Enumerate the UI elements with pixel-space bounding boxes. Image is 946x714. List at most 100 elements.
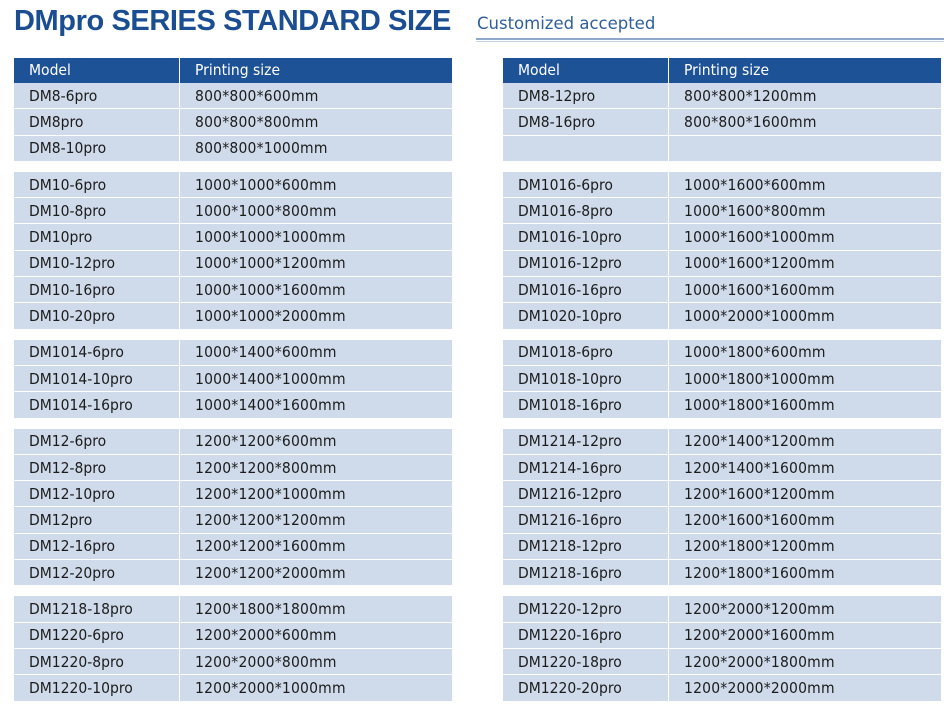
column-header-model: Model: [14, 58, 180, 83]
page-title: DMpro SERIES STANDARD SIZE: [14, 5, 451, 37]
printing-size-cell: 800*800*1600mm: [684, 112, 817, 131]
model-cell: DM1220-6pro: [14, 622, 180, 648]
model-cell: DM1016-16pro: [503, 277, 669, 303]
table-row: DM1220-8pro 1200*2000*800mm: [14, 648, 452, 676]
model-cell: DM8-12pro: [503, 83, 669, 109]
group-spacer: [503, 418, 941, 429]
table-row: DM1016-8pro 1000*1600*800mm: [503, 198, 941, 225]
column-header-size: Printing size: [195, 61, 281, 79]
table-row: DM8-16pro 800*800*1600mm: [503, 109, 941, 136]
group-spacer: [14, 329, 452, 340]
printing-size-cell: 1000*1400*600mm: [195, 343, 337, 362]
table-row: DM1014-16pro 1000*1400*1600mm: [14, 392, 452, 419]
table-header: Model Printing size: [503, 58, 941, 83]
printing-size-cell: 1200*1400*1600mm: [684, 458, 835, 477]
printing-size-cell: 1200*1800*1800mm: [195, 599, 346, 618]
page-subtitle: Customized accepted: [477, 14, 656, 33]
table-row: DM10pro 1000*1000*1000mm: [14, 224, 452, 251]
table-row: DM12-20pro 1200*1200*2000mm: [14, 560, 452, 587]
printing-size-cell: 1200*2000*2000mm: [684, 678, 835, 697]
model-group: DM8-6pro 800*800*600mm DM8pro 800*800*800mm…: [14, 83, 452, 162]
model-cell: DM1218-12pro: [503, 533, 669, 560]
printing-size-cell: 800*800*800mm: [195, 112, 319, 131]
printing-size-cell: [669, 136, 941, 161]
model-group: DM8-12pro 800*800*1200mm DM8-16pro 800*800*…: [503, 83, 941, 162]
printing-size-cell: 1000*1800*1600mm: [684, 395, 835, 414]
model-cell: DM10-8pro: [14, 198, 180, 224]
model-cell: DM8-6pro: [14, 83, 180, 109]
model-cell: DM1214-12pro: [503, 428, 669, 454]
page-header: DMpro SERIES STANDARD SIZE Customized ac…: [14, 4, 944, 44]
printing-size-cell: 1200*1600*1200mm: [684, 484, 835, 503]
table-row: DM12-10pro 1200*1200*1000mm: [14, 481, 452, 508]
table-row: DM12-6pro 1200*1200*600mm: [14, 428, 452, 455]
model-cell: DM1020-10pro: [503, 303, 669, 329]
printing-size-cell: 1000*1000*1600mm: [195, 280, 346, 299]
table-row: DM1016-10pro 1000*1600*1000mm: [503, 224, 941, 251]
table-row: DM1016-12pro 1000*1600*1200mm: [503, 250, 941, 278]
model-cell: DM1220-10pro: [14, 675, 180, 701]
model-cell: DM12-6pro: [14, 428, 180, 454]
model-cell: DM10pro: [14, 224, 180, 250]
model-cell: DM1218-18pro: [14, 596, 180, 622]
model-cell: DM12-20pro: [14, 560, 180, 586]
model-cell: DM1220-12pro: [503, 596, 669, 622]
model-cell: DM1018-10pro: [503, 365, 669, 392]
model-cell: DM8pro: [14, 109, 180, 135]
printing-size-cell: 1000*1600*1200mm: [684, 254, 835, 273]
model-group: DM10-6pro 1000*1000*600mm DM10-8pro 1000*10…: [14, 171, 452, 330]
table-row: DM8-12pro 800*800*1200mm: [503, 83, 941, 110]
model-group: DM1016-6pro 1000*1600*600mm DM1016-8pro 100…: [503, 171, 941, 330]
printing-size-cell: 1200*2000*600mm: [195, 626, 337, 645]
table-row: DM1018-6pro 1000*1800*600mm: [503, 339, 941, 366]
printing-size-cell: 1000*1600*1000mm: [684, 228, 835, 247]
table-row: DM10-16pro 1000*1000*1600mm: [14, 277, 452, 304]
table-row: DM10-6pro 1000*1000*600mm: [14, 171, 452, 199]
printing-size-cell: 1000*1000*800mm: [195, 201, 337, 220]
model-cell: DM8-16pro: [503, 109, 669, 135]
group-spacer: [14, 418, 452, 429]
printing-size-cell: 1200*1800*1600mm: [684, 563, 835, 582]
group-spacer: [14, 161, 452, 172]
model-cell: DM1214-16pro: [503, 454, 669, 481]
table-row: DM12-16pro 1200*1200*1600mm: [14, 533, 452, 561]
table-row: DM1220-6pro 1200*2000*600mm: [14, 622, 452, 649]
model-group: DM1018-6pro 1000*1800*600mm DM1018-10pro 10…: [503, 339, 941, 419]
printing-size-cell: 1200*1800*1200mm: [684, 537, 835, 556]
table-row: DM8-6pro 800*800*600mm: [14, 83, 452, 110]
model-cell: DM1220-20pro: [503, 675, 669, 701]
table-body: DM8-12pro 800*800*1200mm DM8-16pro 800*800*…: [503, 83, 941, 702]
table-row: DM1214-12pro 1200*1400*1200mm: [503, 428, 941, 455]
table-row: DM10-8pro 1000*1000*800mm: [14, 198, 452, 225]
table-row: DM1214-16pro 1200*1400*1600mm: [503, 454, 941, 482]
printing-size-cell: 1200*1200*2000mm: [195, 563, 346, 582]
table-row: DM1018-10pro 1000*1800*1000mm: [503, 365, 941, 393]
size-table-right: Model Printing size DM8-12pro 800*800*120…: [503, 58, 941, 702]
printing-size-cell: 1200*2000*1200mm: [684, 599, 835, 618]
model-cell: DM10-20pro: [14, 303, 180, 329]
table-row: DM1018-16pro 1000*1800*1600mm: [503, 392, 941, 419]
header-divider-thin: [476, 41, 944, 42]
table-row: DM1216-12pro 1200*1600*1200mm: [503, 481, 941, 508]
model-cell: [503, 135, 669, 161]
printing-size-cell: 1000*1000*600mm: [195, 175, 337, 194]
printing-size-cell: 1200*1200*600mm: [195, 432, 337, 451]
model-group: DM1014-6pro 1000*1400*600mm DM1014-10pro 10…: [14, 339, 452, 419]
table-row: DM1014-6pro 1000*1400*600mm: [14, 339, 452, 366]
model-cell: DM1016-8pro: [503, 198, 669, 224]
printing-size-cell: 1000*1600*800mm: [684, 201, 826, 220]
printing-size-cell: 1200*2000*800mm: [195, 652, 337, 671]
model-group: DM1218-18pro 1200*1800*1800mm DM1220-6pro 1…: [14, 596, 452, 702]
group-spacer: [503, 586, 941, 597]
model-cell: DM12-16pro: [14, 533, 180, 560]
model-cell: DM10-6pro: [14, 171, 180, 198]
table-header: Model Printing size: [14, 58, 452, 83]
printing-size-cell: 800*800*600mm: [195, 86, 319, 105]
model-group: DM1214-12pro 1200*1400*1200mm DM1214-16pro…: [503, 428, 941, 587]
table-row: DM1218-16pro 1200*1800*1600mm: [503, 560, 941, 587]
table-row: DM1020-10pro 1000*2000*1000mm: [503, 303, 941, 330]
model-cell: DM12pro: [14, 507, 180, 533]
model-cell: DM1216-16pro: [503, 507, 669, 533]
printing-size-cell: 1200*1600*1600mm: [684, 511, 835, 530]
printing-size-cell: 800*800*1200mm: [684, 86, 817, 105]
